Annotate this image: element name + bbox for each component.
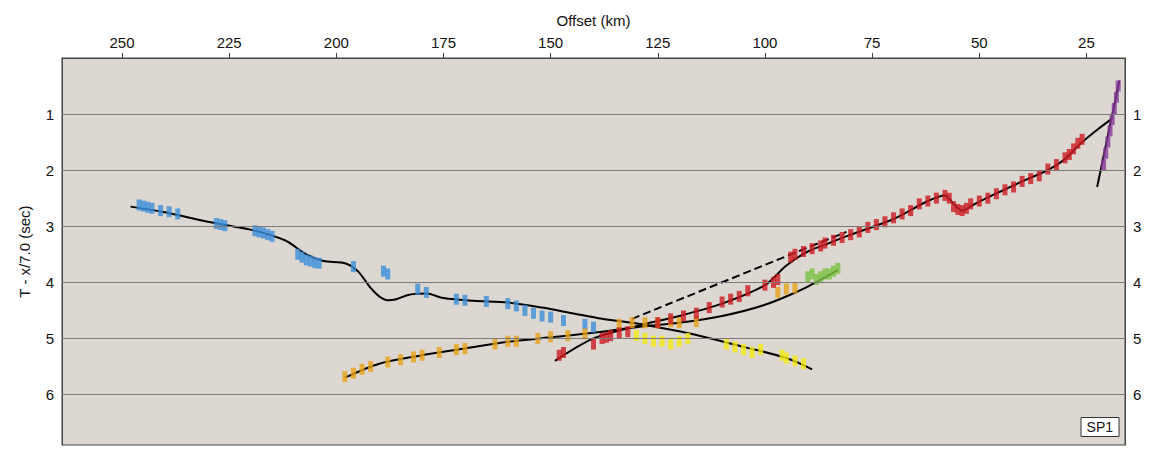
svg-text:3: 3 [1133, 218, 1141, 235]
svg-text:75: 75 [864, 34, 881, 51]
svg-text:6: 6 [46, 386, 54, 403]
svg-text:250: 250 [109, 34, 134, 51]
svg-text:125: 125 [645, 34, 670, 51]
svg-text:4: 4 [1133, 274, 1141, 291]
svg-text:200: 200 [324, 34, 349, 51]
svg-text:175: 175 [431, 34, 456, 51]
svg-text:225: 225 [217, 34, 242, 51]
svg-text:1: 1 [1133, 106, 1141, 123]
svg-text:25: 25 [1078, 34, 1095, 51]
svg-text:Offset (km): Offset (km) [557, 12, 631, 29]
svg-text:2: 2 [1133, 162, 1141, 179]
svg-text:50: 50 [971, 34, 988, 51]
svg-text:6: 6 [1133, 386, 1141, 403]
svg-text:2: 2 [46, 162, 54, 179]
svg-text:5: 5 [1133, 330, 1141, 347]
svg-text:3: 3 [46, 218, 54, 235]
svg-text:100: 100 [752, 34, 777, 51]
svg-text:T - x/7.0 (sec): T - x/7.0 (sec) [16, 205, 33, 297]
svg-text:5: 5 [46, 330, 54, 347]
svg-text:4: 4 [46, 274, 54, 291]
svg-text:1: 1 [46, 106, 54, 123]
svg-text:150: 150 [538, 34, 563, 51]
svg-text:SP1: SP1 [1087, 419, 1114, 435]
